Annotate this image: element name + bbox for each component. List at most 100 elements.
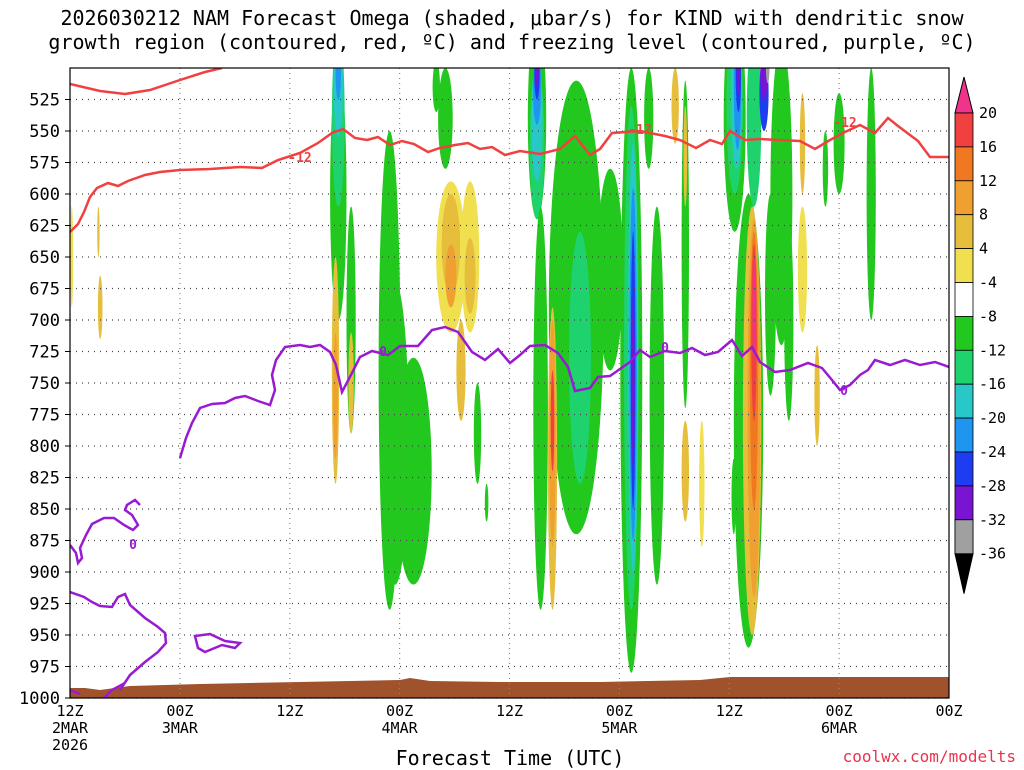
snow-growth-contour (70, 116, 949, 233)
omega-cell (381, 282, 409, 585)
y-tick-label: 800 (29, 437, 60, 457)
colorbar-swatch (954, 248, 974, 283)
omega-cell (333, 332, 338, 459)
colorbar-label: -4 (979, 274, 997, 292)
omega-cell (760, 68, 768, 100)
omega-cell (464, 238, 476, 314)
omega-cell (569, 231, 591, 484)
colorbar-swatch (954, 417, 974, 453)
freezing-level-contour (193, 632, 243, 654)
colorbar-label: 16 (979, 138, 997, 156)
freezing-level-contour (70, 590, 168, 691)
contour-label: -12 (833, 116, 856, 131)
x-tick-label: 12Z (716, 702, 743, 720)
omega-cell (752, 257, 756, 358)
colorbar-label: -24 (979, 443, 1006, 461)
omega-cell (484, 483, 489, 522)
colorbar-swatch (954, 451, 974, 487)
contour-label: 0 (129, 538, 137, 553)
x-tick-label: 00Z (606, 702, 633, 720)
terrain (70, 677, 949, 698)
omega-cell (97, 275, 103, 339)
omega-cell (335, 68, 341, 100)
freezing-level-contour (70, 688, 81, 696)
colorbar-top-arrow (954, 76, 974, 114)
colorbar-label: 8 (979, 206, 988, 224)
omega-cell (97, 206, 100, 257)
omega-cell (631, 294, 635, 472)
omega-cell (649, 206, 665, 585)
omega-cell (473, 383, 482, 484)
colorbar-label: 20 (979, 104, 997, 122)
omega-cell (765, 68, 770, 84)
colorbar-swatch (954, 180, 974, 216)
omega-cell (746, 68, 762, 207)
x-tick-label: 00Z (935, 702, 962, 720)
y-tick-label: 525 (29, 91, 60, 111)
colorbar-label: 4 (979, 240, 988, 258)
terrain-fill (70, 677, 949, 698)
y-tick-label: 675 (29, 280, 60, 300)
colorbar-label: -16 (979, 375, 1006, 393)
colorbar-swatch (954, 282, 974, 317)
y-tick-label: 925 (29, 595, 60, 615)
colorbar-label: -28 (979, 477, 1006, 495)
omega-cell (445, 244, 457, 308)
contour-label: -12 (628, 123, 651, 138)
omega-cell (814, 345, 820, 446)
colorbar-label: -8 (979, 307, 997, 325)
omega-cell (597, 168, 623, 371)
omega-cell (456, 320, 466, 421)
colorbar-label: 12 (979, 172, 997, 190)
omega-cell (348, 332, 354, 434)
freezing-level-contour (70, 498, 141, 566)
y-tick-label: 725 (29, 343, 60, 363)
x-tick-label: 5MAR (601, 719, 638, 737)
y-tick-label: 625 (29, 217, 60, 237)
omega-cell (683, 105, 688, 207)
y-tick-label: 700 (29, 311, 60, 331)
title-line-1: 2026030212 NAM Forecast Omega (shaded, μ… (60, 6, 964, 30)
y-tick-label: 975 (29, 658, 60, 678)
contour-label: -12 (288, 151, 311, 166)
x-tick-label: 00Z (166, 702, 193, 720)
omega-cell (797, 206, 808, 333)
colorbar-swatch (954, 485, 974, 521)
y-tick-label: 550 (29, 122, 60, 142)
omega-cell (822, 131, 829, 207)
colorbar-swatch (954, 146, 974, 182)
colorbar-swatch (954, 349, 974, 385)
x-tick-label: 00Z (826, 702, 853, 720)
colorbar-swatch (954, 214, 974, 249)
x-tick-label: 4MAR (382, 719, 419, 737)
y-tick-label: 875 (29, 532, 60, 552)
colorbar-label: -12 (979, 341, 1006, 359)
omega-cell (765, 193, 776, 396)
contour-label: 0 (840, 384, 848, 399)
omega-cell (644, 68, 654, 169)
y-axis: 525 550 575 600 625 650 675 700 725 750 775 800 825 8… (19, 91, 70, 709)
x-tick-label: 2MAR (52, 719, 89, 737)
y-tick-label: 750 (29, 374, 60, 394)
x-tick-label: 12Z (496, 702, 523, 720)
omega-cell (535, 68, 539, 87)
colorbar-label: -32 (979, 511, 1006, 529)
colorbar-label: -36 (979, 545, 1006, 563)
y-tick-label: 950 (29, 626, 60, 646)
x-tick-label: 3MAR (162, 719, 199, 737)
title-line-2: growth region (contoured, red, ºC) and f… (48, 30, 976, 54)
x-axis-label: Forecast Time (UTC) (395, 746, 625, 770)
omega-cell (784, 219, 794, 421)
grid-lines (70, 68, 949, 699)
omega-cell (438, 68, 453, 169)
colorbar-label: -20 (979, 409, 1006, 427)
colorbar-swatch (954, 519, 974, 555)
x-tick-label: 12Z (56, 702, 83, 720)
y-tick-label: 775 (29, 406, 60, 426)
y-tick-label: 600 (29, 185, 60, 205)
colorbar-swatch (954, 383, 974, 419)
colorbar-bottom-arrow (954, 553, 974, 594)
freezing-level-contour (178, 325, 949, 459)
colorbar: 20 16 12 8 4 -4 -8 -12 -16 -20 -24 -28 -32 -36 (954, 76, 1006, 594)
